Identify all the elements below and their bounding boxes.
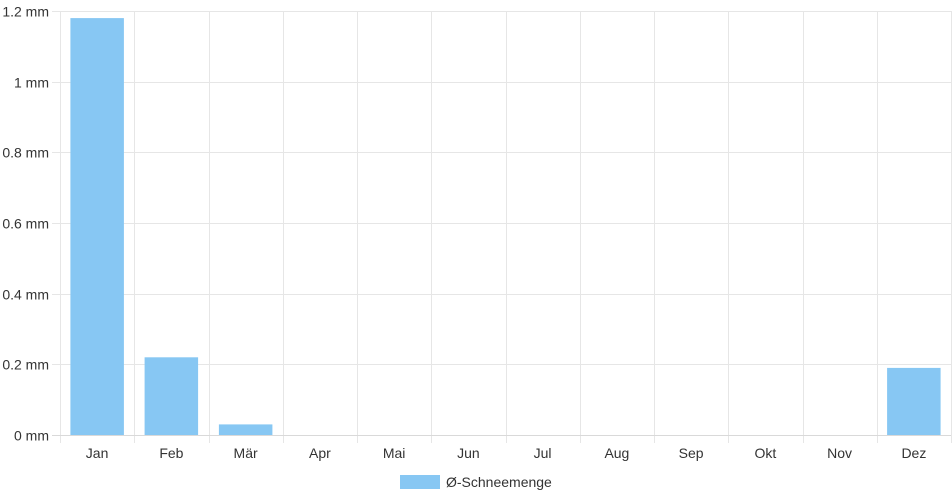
- x-tick-label: Apr: [309, 445, 331, 461]
- legend[interactable]: Ø-Schneemenge: [400, 474, 552, 490]
- y-tick-label: 0.6 mm: [2, 216, 49, 232]
- y-tick-label: 0.4 mm: [2, 287, 49, 303]
- x-tick-label: Okt: [755, 445, 777, 461]
- legend-label: Ø-Schneemenge: [446, 474, 552, 490]
- x-tick-label: Mai: [383, 445, 406, 461]
- x-tick-label: Jan: [86, 445, 109, 461]
- legend-swatch: [400, 475, 440, 489]
- x-tick-label: Feb: [159, 445, 183, 461]
- x-tick-label: Dez: [901, 445, 926, 461]
- x-tick-label: Nov: [827, 445, 852, 461]
- y-tick-label: 0.2 mm: [2, 357, 49, 373]
- y-tick-label: 0 mm: [14, 428, 49, 444]
- bars: [70, 18, 941, 435]
- x-tick-label: Mär: [234, 445, 258, 461]
- x-tick-label: Jul: [534, 445, 552, 461]
- y-tick-label: 1 mm: [14, 75, 49, 91]
- x-tick-label: Aug: [604, 445, 629, 461]
- bar-jan[interactable]: [70, 18, 124, 435]
- bar-dez[interactable]: [887, 367, 941, 435]
- x-tick-label: Jun: [457, 445, 480, 461]
- y-axis-tick-labels: 0 mm 0.2 mm 0.4 mm 0.6 mm 0.8 mm 1 mm 1.2 mm: [2, 4, 49, 444]
- bar-feb[interactable]: [144, 357, 199, 435]
- grid-lines: [52, 11, 952, 443]
- x-axis-tick-labels: Jan Feb Mär Apr Mai Jun Jul Aug Sep Okt Nov Dez: [86, 445, 927, 461]
- x-tick-label: Sep: [679, 445, 704, 461]
- y-tick-label: 0.8 mm: [2, 145, 49, 161]
- y-tick-label: 1.2 mm: [2, 4, 49, 20]
- bar-mär[interactable]: [218, 424, 273, 435]
